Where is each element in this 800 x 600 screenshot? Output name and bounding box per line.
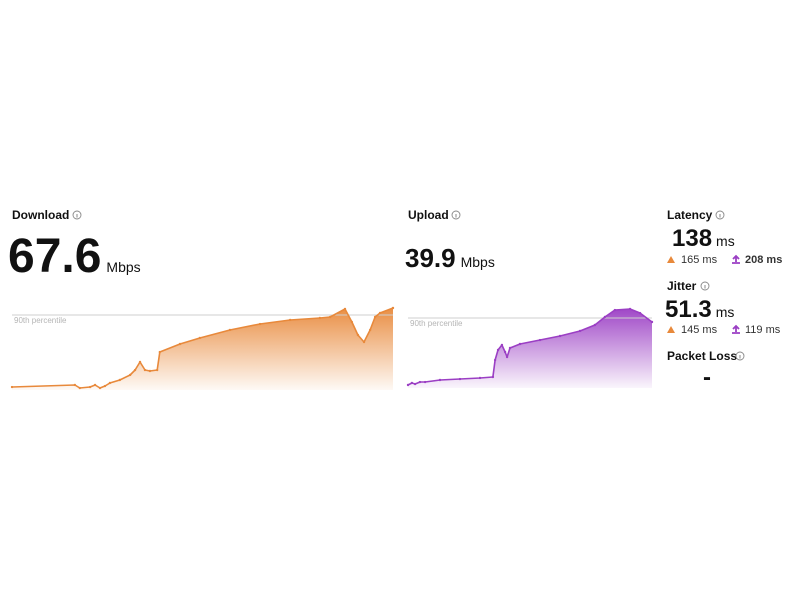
speed-point: [558, 334, 562, 338]
speed-point: [493, 358, 497, 362]
speed-point: [578, 329, 582, 333]
speed-point: [103, 384, 107, 388]
download-icon: [667, 256, 675, 263]
speed-point: [350, 320, 354, 324]
upload-label: Upload: [408, 208, 449, 222]
speed-point: [228, 328, 232, 332]
speed-point: [258, 322, 262, 326]
download-unit: Mbps: [106, 259, 140, 275]
jitter-value: 51.3: [665, 296, 712, 323]
percentile-label: 90th percentile: [410, 319, 463, 328]
upload-value: 39.9: [405, 243, 456, 273]
percentile-label: 90th percentile: [14, 316, 67, 325]
speed-point: [78, 386, 82, 390]
speed-point: [650, 320, 654, 324]
speed-point: [198, 336, 202, 340]
info-icon[interactable]: [72, 210, 82, 220]
speed-point: [410, 381, 414, 385]
speed-point: [155, 368, 159, 372]
speed-point: [343, 307, 347, 311]
speed-point: [423, 380, 427, 384]
download-value: 67.6: [8, 230, 101, 283]
speed-point: [413, 382, 417, 386]
info-icon[interactable]: [735, 351, 745, 361]
info-icon[interactable]: [715, 210, 725, 220]
speed-point: [318, 316, 322, 320]
speed-point: [418, 380, 422, 384]
speed-point: [491, 375, 495, 379]
speed-point: [378, 311, 382, 315]
speed-point: [628, 307, 632, 311]
upload-icon: [732, 324, 740, 334]
packet-loss-label: Packet Loss: [667, 349, 737, 363]
speed-point: [496, 348, 500, 352]
speed-point: [438, 378, 442, 382]
speed-point: [458, 377, 462, 381]
area-fill: [408, 309, 652, 388]
speed-point: [143, 368, 147, 372]
speed-point: [500, 343, 504, 347]
jitter-download: 145 ms: [681, 324, 718, 336]
info-icon[interactable]: [451, 210, 461, 220]
speed-point: [391, 306, 395, 310]
speed-point: [108, 381, 112, 385]
speed-point: [98, 386, 102, 390]
area-fill: [12, 308, 393, 390]
speed-point: [503, 350, 507, 354]
speed-point: [328, 315, 332, 319]
speed-point: [508, 346, 512, 350]
speed-point: [133, 368, 137, 372]
latency-value: 138: [672, 225, 712, 252]
speed-point: [538, 338, 542, 342]
speed-point: [373, 315, 377, 319]
latency-unit: ms: [716, 233, 735, 249]
speed-point: [178, 342, 182, 346]
info-icon[interactable]: [700, 281, 710, 291]
speed-point: [93, 383, 97, 387]
jitter-label: Jitter: [667, 279, 697, 293]
speed-point: [638, 311, 642, 315]
download-icon: [667, 326, 675, 333]
speed-point: [10, 385, 14, 389]
packet-loss-value: -: [703, 364, 711, 391]
speed-point: [603, 315, 607, 319]
upload-icon: [732, 254, 740, 264]
jitter-upload: 119 ms: [745, 324, 781, 336]
speed-point: [88, 385, 92, 389]
speed-point: [593, 323, 597, 327]
speed-point: [362, 340, 366, 344]
speed-point: [138, 360, 142, 364]
speed-point: [118, 378, 122, 382]
speed-point: [505, 355, 509, 359]
speed-point: [356, 333, 360, 337]
speed-point: [613, 308, 617, 312]
latency-download: 165 ms: [681, 254, 718, 266]
speed-point: [518, 342, 522, 346]
upload-unit: Mbps: [461, 254, 495, 270]
speed-point: [148, 369, 152, 373]
speed-point: [73, 383, 77, 387]
speed-point: [158, 350, 162, 354]
speed-point: [288, 318, 292, 322]
speed-point: [368, 328, 372, 332]
download-label: Download: [12, 208, 69, 222]
speed-point: [478, 376, 482, 380]
latency-label: Latency: [667, 208, 713, 222]
jitter-unit: ms: [716, 304, 735, 320]
speed-point: [406, 383, 410, 387]
latency-upload: 208 ms: [745, 254, 782, 266]
speed-point: [128, 373, 132, 377]
